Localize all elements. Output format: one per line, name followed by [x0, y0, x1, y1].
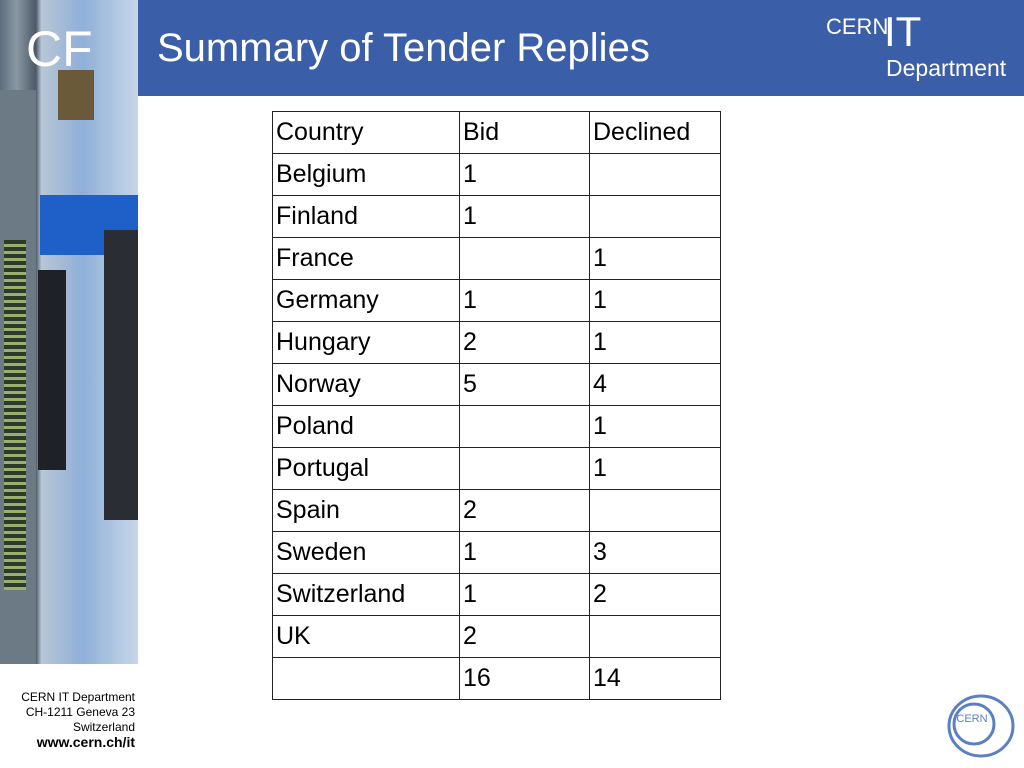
table-cell: Belgium [272, 153, 460, 196]
table-cell: Spain [272, 489, 460, 532]
table-row: Switzerland 1 2 [272, 573, 721, 616]
logo-ring [952, 702, 996, 746]
table-row: Finland 1 [272, 195, 721, 238]
table-cell: 3 [589, 531, 721, 574]
footer: CERN IT Department CH-1211 Geneva 23 Switz… [21, 690, 135, 750]
table-cell: Switzerland [272, 573, 460, 616]
table-cell [459, 447, 590, 490]
table-cell: 5 [459, 363, 590, 406]
table-cell: Finland [272, 195, 460, 238]
table-cell [459, 237, 590, 280]
table-cell: Portugal [272, 447, 460, 490]
table-cell: Germany [272, 279, 460, 322]
table-cell [589, 153, 721, 196]
logo-it: IT [884, 8, 922, 55]
footer-line: CH-1211 Geneva 23 [25, 705, 135, 719]
logo-cern: CERN [826, 14, 889, 39]
section-label: CF [26, 21, 93, 77]
table-row: UK 2 [272, 615, 721, 658]
table-cell [589, 195, 721, 238]
slide-title: Summary of Tender Replies [157, 26, 650, 70]
table-cell: 2 [459, 489, 590, 532]
logo-department: Department [886, 55, 1007, 81]
header-bar [138, 0, 1024, 96]
table-cell: 1 [459, 153, 590, 196]
table-cell: 14 [589, 657, 721, 700]
table-cell [459, 405, 590, 448]
rack [104, 230, 138, 520]
footer-line: Switzerland [72, 720, 135, 734]
cern-logo: CERN [947, 694, 1015, 758]
footer-line: CERN IT Department [21, 690, 135, 704]
table-cell: 16 [459, 657, 590, 700]
server-photo [0, 0, 138, 664]
table-cell: Poland [272, 405, 460, 448]
table-cell: 1 [459, 195, 590, 238]
table-cell: 1 [589, 405, 721, 448]
column-header: Country [272, 111, 460, 154]
rack-lights [4, 240, 26, 590]
table-cell: Norway [272, 363, 460, 406]
table-cell: 1 [459, 279, 590, 322]
table-cell [589, 615, 721, 658]
table-row: France 1 [272, 237, 721, 280]
table-row: Germany 1 1 [272, 279, 721, 322]
table-cell: UK [272, 615, 460, 658]
table-row: Spain 2 [272, 489, 721, 532]
table-cell: Sweden [272, 531, 460, 574]
table-row: Sweden 1 3 [272, 531, 721, 574]
sign [58, 70, 94, 120]
column-header: Bid [459, 111, 590, 154]
column-header: Declined [589, 111, 721, 154]
table-cell: 1 [459, 573, 590, 616]
table-cell: 1 [459, 531, 590, 574]
table-cell [272, 657, 460, 700]
table-row: Belgium 1 [272, 153, 721, 196]
tender-table: Country Bid Declined Belgium 1 Finland 1 France… [272, 111, 721, 700]
table-cell: France [272, 237, 460, 280]
table-cell: 1 [589, 447, 721, 490]
table-cell: Hungary [272, 321, 460, 364]
table-row: Portugal 1 [272, 447, 721, 490]
table-row: Poland 1 [272, 405, 721, 448]
table-cell: 1 [589, 237, 721, 280]
table-cell: 1 [589, 279, 721, 322]
table-row: 16 14 [272, 657, 721, 700]
table-cell: 2 [459, 321, 590, 364]
table-row: Hungary 2 1 [272, 321, 721, 364]
logo-ring [947, 694, 1015, 758]
table-cell: 1 [589, 321, 721, 364]
table-row: Norway 5 4 [272, 363, 721, 406]
footer-url: www.cern.ch/it [36, 734, 135, 750]
header-row: Country Bid Declined [272, 111, 721, 154]
table-cell [589, 489, 721, 532]
table-cell: 4 [589, 363, 721, 406]
table-cell: 2 [459, 615, 590, 658]
logo-text: CERN [956, 713, 987, 725]
table-cell: 2 [589, 573, 721, 616]
rack [38, 270, 66, 470]
